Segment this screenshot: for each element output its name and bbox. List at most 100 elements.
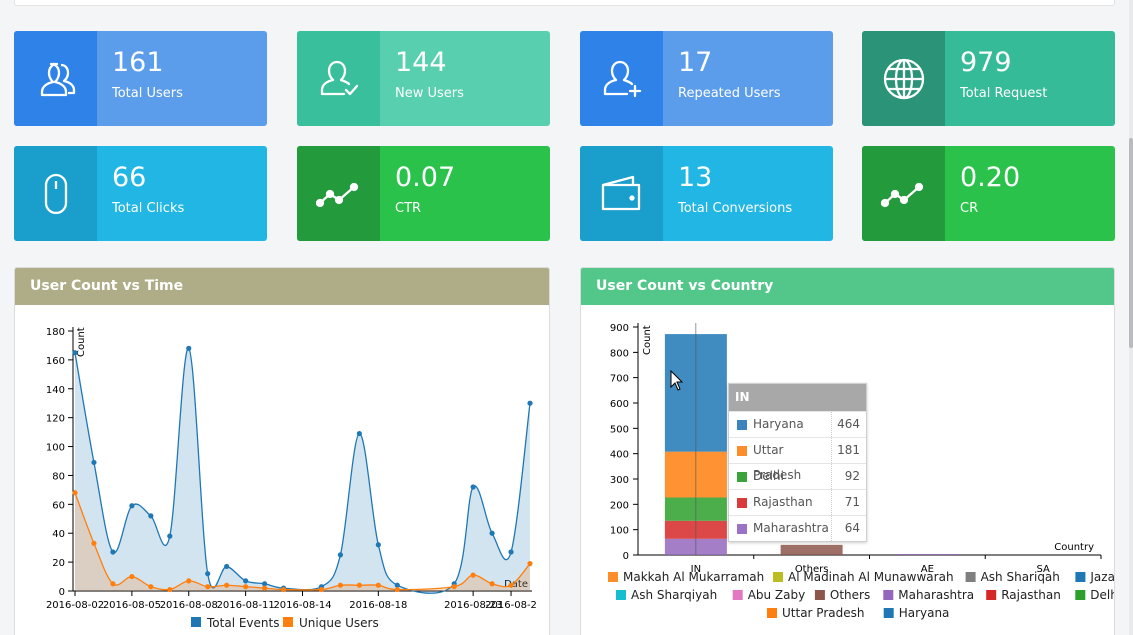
y-tick-label: 400 <box>610 450 629 461</box>
y-tick-label: 120 <box>46 414 65 425</box>
y-tick-label: 0 <box>59 587 65 598</box>
tooltip-row-value: 464 <box>837 417 860 431</box>
stat-card-total-conversions[interactable]: 13 Total Conversions <box>580 146 833 241</box>
bar-segment <box>780 544 843 555</box>
tooltip-title: IN <box>729 384 866 411</box>
data-point <box>470 572 476 578</box>
data-point <box>375 542 381 548</box>
y-tick-label: 180 <box>46 327 65 338</box>
data-point <box>394 586 400 593</box>
data-point <box>527 560 533 567</box>
legend-label: Makkah Al Mukarramah <box>623 570 764 584</box>
stat-card-body: 144 New Users <box>380 31 550 126</box>
data-point <box>224 563 230 570</box>
stat-value: 0.07 <box>395 162 456 193</box>
stat-card-ctr[interactable]: 0.07 CTR <box>297 146 550 241</box>
legend-swatch <box>191 617 201 627</box>
scrollbar-thumb[interactable] <box>1129 138 1133 348</box>
x-tick-label: AE <box>921 564 934 575</box>
stat-card-total-request[interactable]: 979 Total Request <box>862 31 1115 126</box>
data-point <box>205 584 211 590</box>
stat-card-body: 979 Total Request <box>945 31 1115 126</box>
data-point <box>129 503 135 509</box>
legend-label: Uttar Pradesh <box>782 606 864 620</box>
tooltip-row-value: 71 <box>844 495 860 509</box>
tooltip-row-name: Uttar Pradesh <box>753 438 832 482</box>
tooltip-swatch <box>737 498 747 508</box>
y-tick-label: 600 <box>610 399 629 410</box>
tooltip-row: Delhi 92 <box>729 463 866 489</box>
legend-label: Abu Zaby <box>748 588 806 602</box>
legend-swatch <box>883 608 894 618</box>
series-area-unique-users <box>75 492 530 591</box>
wallet-icon <box>580 146 663 241</box>
legend-swatch <box>608 572 618 582</box>
data-point <box>261 581 268 587</box>
data-point <box>394 582 400 588</box>
y-tick-label: 20 <box>52 558 65 569</box>
data-point <box>508 549 514 555</box>
y-tick-label: 0 <box>623 551 629 562</box>
tooltip-row-value: 92 <box>844 469 860 483</box>
stat-label: New Users <box>395 86 464 101</box>
data-point <box>72 350 78 356</box>
data-point <box>470 484 476 490</box>
x-axis-label: Country <box>1054 542 1094 553</box>
stat-label: CTR <box>395 201 422 216</box>
data-point <box>451 584 457 590</box>
globe-icon <box>862 31 945 126</box>
x-tick-label: Others <box>795 564 829 575</box>
y-tick-label: 60 <box>52 500 65 511</box>
y-tick-label: 900 <box>610 323 629 334</box>
stat-label: Total Request <box>960 86 1048 101</box>
users-icon <box>14 31 97 126</box>
trend-icon <box>297 146 380 241</box>
stat-card-cr[interactable]: 0.20 CR <box>862 146 1115 241</box>
data-point <box>129 573 135 580</box>
stat-value: 66 <box>112 162 147 193</box>
series-line-unique-users <box>74 492 531 591</box>
legend-swatch <box>732 590 743 600</box>
data-point <box>508 582 514 588</box>
country-chart-svg[interactable]: 0 100 200 300 400 500 600 700 800 900 Count IN Other… <box>581 305 1115 635</box>
stat-label: Total Users <box>112 86 183 101</box>
legend-label: Rajasthan <box>1001 588 1061 602</box>
time-chart-panel: User Count vs Time 0 20 40 60 80 100 120 140 160… <box>14 267 550 635</box>
x-tick-label: 2016-08-14 <box>273 600 331 611</box>
tooltip-row-value: 64 <box>844 521 860 535</box>
stat-card-total-clicks[interactable]: 66 Total Clicks <box>14 146 267 241</box>
data-point <box>337 582 344 588</box>
x-tick-label: IN <box>691 564 701 575</box>
stat-card-body: 17 Repeated Users <box>663 31 833 126</box>
stat-card-total-users[interactable]: 161 Total Users <box>14 31 267 126</box>
data-point <box>91 459 97 466</box>
data-point <box>186 578 192 584</box>
legend-swatch <box>883 590 894 600</box>
legend-label: Unique Users <box>299 616 379 630</box>
data-point <box>243 578 249 584</box>
data-point <box>356 430 362 437</box>
y-tick-label: 700 <box>610 374 629 385</box>
tooltip-swatch <box>737 472 747 482</box>
legend-label: Delhi <box>1090 588 1115 602</box>
page-scrollbar[interactable] <box>1129 0 1133 635</box>
bar-segment <box>896 553 959 555</box>
x-tick-label: 2016-08-05 <box>103 600 161 611</box>
stat-value: 979 <box>960 47 1012 78</box>
stat-card-body: 0.07 CTR <box>380 146 550 241</box>
tooltip-swatch <box>737 524 747 534</box>
legend-label: Al Madinah Al Munawwarah <box>788 570 954 584</box>
series-area-total-events <box>75 348 530 594</box>
top-panel-edge <box>14 0 1115 6</box>
tooltip-row: Haryana 464 <box>729 411 866 437</box>
chart-tooltip: IN Haryana 464 Uttar Pradesh 181 Delhi 92 Raja… <box>728 383 867 542</box>
tooltip-row: Maharashtra 64 <box>729 515 866 541</box>
stat-value: 161 <box>112 47 164 78</box>
y-tick-label: 160 <box>46 356 65 367</box>
country-chart-title: User Count vs Country <box>581 268 1114 305</box>
stat-card-new-users[interactable]: 144 New Users <box>297 31 550 126</box>
stat-card-repeated-users[interactable]: 17 Repeated Users <box>580 31 833 126</box>
stat-value: 17 <box>678 47 713 78</box>
data-point <box>489 581 495 587</box>
